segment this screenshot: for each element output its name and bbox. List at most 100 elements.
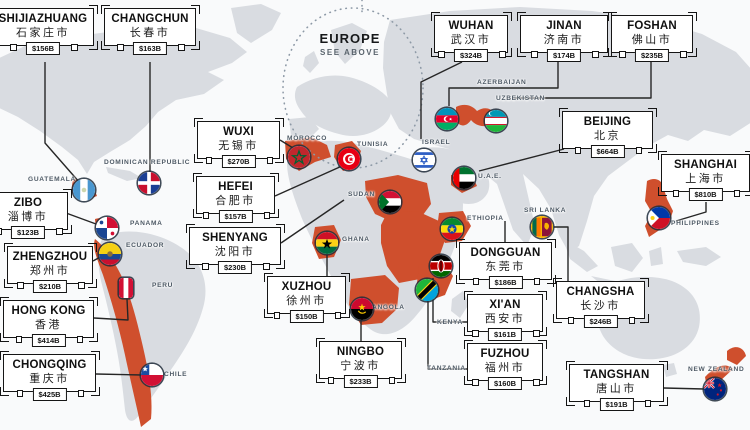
city-name-chinese: 佛山市 bbox=[631, 34, 673, 46]
city-name: HEFEI bbox=[218, 181, 253, 193]
corner-bracket-icon bbox=[639, 277, 649, 287]
city-name: SHIJIAZHUANG bbox=[0, 13, 88, 25]
seal-square-icon bbox=[202, 263, 209, 270]
corner-bracket-icon bbox=[546, 274, 556, 284]
seal-square-icon bbox=[531, 51, 538, 58]
city-gdp-value: $664B bbox=[590, 145, 625, 158]
city-card-xian: XI'AN 西安市 $161B bbox=[463, 290, 547, 341]
seal-square-icon bbox=[567, 317, 574, 324]
city-card-frame: JINAN 济南市 bbox=[516, 11, 612, 57]
corner-bracket-icon bbox=[192, 208, 202, 218]
corner-bracket-icon bbox=[396, 337, 406, 347]
city-gdp-value: $161B bbox=[487, 328, 523, 341]
seal-square-icon bbox=[16, 390, 23, 397]
corner-bracket-icon bbox=[657, 186, 667, 196]
flag-tunisia-icon bbox=[338, 148, 360, 170]
city-card-frame: WUHAN 武汉市 bbox=[430, 11, 512, 57]
corner-bracket-icon bbox=[463, 290, 473, 300]
country-label-philippines: PHILIPPINES bbox=[671, 220, 720, 227]
flag-peru-icon bbox=[119, 278, 133, 298]
seal-square-icon bbox=[17, 282, 24, 289]
city-name: XI'AN bbox=[489, 299, 521, 311]
country-label-kenya: KENYA bbox=[437, 319, 463, 326]
city-gdp-value: $210B bbox=[32, 280, 68, 293]
corner-bracket-icon bbox=[502, 11, 512, 21]
city-card-frame: SHENYANG 沈阳市 bbox=[185, 223, 285, 269]
city-card-frame: ZHENGZHOU 郑州市 bbox=[3, 242, 97, 288]
corner-bracket-icon bbox=[537, 290, 547, 300]
city-card-frame: NINGBO 宁波市 bbox=[315, 337, 406, 383]
seal-square-icon bbox=[628, 317, 635, 324]
city-name: JINAN bbox=[546, 20, 582, 32]
corner-bracket-icon bbox=[552, 313, 562, 323]
seal-square-icon bbox=[273, 312, 280, 319]
corner-bracket-icon bbox=[396, 373, 406, 383]
city-card-wuxi: WUXI 无锡市 $270B bbox=[193, 117, 284, 168]
city-gdp-value: $425B bbox=[32, 388, 67, 401]
seal-square-icon bbox=[619, 51, 626, 58]
flag-ghana-icon bbox=[316, 232, 338, 254]
corner-bracket-icon bbox=[565, 360, 575, 370]
city-card-frame: BEIJING 北京 bbox=[558, 107, 657, 153]
seal-square-icon bbox=[499, 51, 506, 58]
country-label-tanzania: TANZANIA bbox=[427, 365, 466, 372]
seal-square-icon bbox=[78, 282, 85, 289]
city-name: HONG KONG bbox=[11, 305, 86, 317]
europe-callout-title: EUROPE bbox=[319, 31, 381, 46]
city-card-shanghai: SHANGHAI 上海市 $810B bbox=[657, 150, 750, 201]
seal-square-icon bbox=[56, 228, 63, 235]
city-card-frame: SHIJIAZHUANG 石家庄市 bbox=[0, 4, 98, 50]
city-gdp-value: $186B bbox=[488, 276, 523, 289]
flag-azerbaijan-icon bbox=[436, 108, 458, 130]
country-label-ethiopia: ETHIOPIA bbox=[467, 215, 504, 222]
seal-square-icon bbox=[635, 147, 642, 154]
seal-square-icon bbox=[0, 228, 2, 235]
seal-square-icon bbox=[592, 51, 599, 58]
corner-bracket-icon bbox=[455, 274, 465, 284]
seal-square-icon bbox=[672, 190, 679, 197]
city-card-changchun: CHANGCHUN 长春市 $163B bbox=[100, 4, 200, 55]
corner-bracket-icon bbox=[340, 272, 350, 282]
corner-bracket-icon bbox=[607, 11, 617, 21]
city-card-hefei: HEFEI 合肥市 $157B bbox=[192, 172, 279, 223]
connector-shenyang-to-sudan bbox=[280, 199, 345, 244]
city-name-chinese: 徐州市 bbox=[286, 295, 327, 307]
flag-sudan-icon bbox=[379, 191, 401, 213]
flag-ethiopia-icon bbox=[441, 218, 463, 240]
corner-bracket-icon bbox=[537, 375, 547, 385]
flag-uzbekistan-icon bbox=[485, 110, 507, 132]
city-name: CHANGSHA bbox=[566, 286, 635, 298]
flag-kenya-icon bbox=[430, 255, 452, 277]
seal-square-icon bbox=[10, 44, 17, 51]
city-gdp-value: $324B bbox=[453, 49, 489, 62]
corner-bracket-icon bbox=[647, 143, 657, 153]
corner-bracket-icon bbox=[62, 188, 72, 198]
corner-bracket-icon bbox=[607, 47, 617, 57]
city-name-chinese: 无锡市 bbox=[218, 140, 259, 152]
city-name: NINGBO bbox=[336, 346, 385, 358]
corner-bracket-icon bbox=[190, 4, 200, 14]
city-card-xuzhou: XUZHOU 徐州市 $150B bbox=[263, 272, 350, 323]
corner-bracket-icon bbox=[463, 339, 473, 349]
city-name-chinese: 合肥市 bbox=[215, 195, 256, 207]
seal-square-icon bbox=[117, 44, 124, 51]
city-card-frame: CHANGSHA 长沙市 bbox=[552, 277, 649, 323]
corner-bracket-icon bbox=[639, 313, 649, 323]
corner-bracket-icon bbox=[516, 47, 526, 57]
corner-bracket-icon bbox=[658, 396, 668, 406]
flag-philippines-icon bbox=[648, 207, 670, 229]
corner-bracket-icon bbox=[744, 150, 750, 160]
city-card-wuhan: WUHAN 武汉市 $324B bbox=[430, 11, 512, 62]
corner-bracket-icon bbox=[537, 339, 547, 349]
city-gdp-value: $810B bbox=[688, 188, 723, 201]
city-gdp-value: $157B bbox=[218, 210, 253, 223]
seal-square-icon bbox=[71, 44, 78, 51]
corner-bracket-icon bbox=[657, 150, 667, 160]
corner-bracket-icon bbox=[275, 259, 285, 269]
city-card-frame: CHONGQING 重庆市 bbox=[0, 350, 100, 396]
connector-fuzhou-to-tanzania bbox=[427, 300, 467, 370]
flag-panama-icon bbox=[96, 217, 118, 239]
country-label-sudan: SUDAN bbox=[348, 191, 375, 198]
corner-bracket-icon bbox=[463, 375, 473, 385]
